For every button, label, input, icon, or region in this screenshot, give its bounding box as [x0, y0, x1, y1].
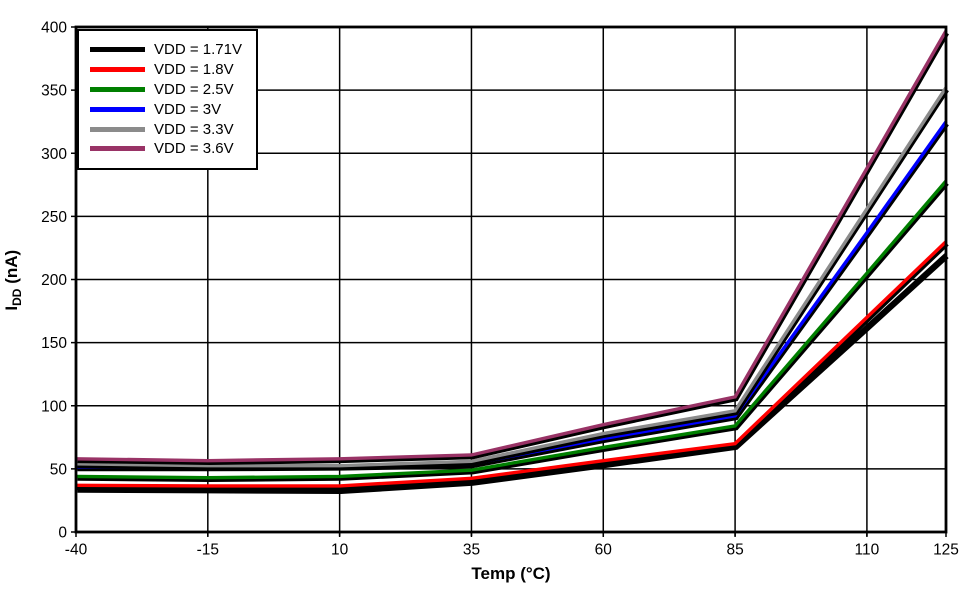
plot-border	[74, 25, 948, 534]
y-tick-label: 300	[41, 146, 67, 163]
legend-item: VDD = 3.6V	[90, 139, 244, 159]
legend-label: VDD = 1.71V	[154, 41, 242, 59]
series-shadow-vdd-2.5v	[77, 182, 949, 483]
legend-line-swatch	[90, 67, 145, 73]
x-tick-label: 85	[726, 541, 743, 558]
y-tick-label: 50	[50, 461, 68, 478]
y-tick-label: 400	[41, 20, 67, 37]
legend-label: VDD = 2.5V	[154, 80, 234, 98]
legend-line-swatch	[90, 126, 145, 132]
series-shadow-vdd-1.8v	[77, 242, 949, 491]
series-shadow-vdd-3.3v	[77, 89, 949, 471]
y-axis-title-base: I	[1, 305, 21, 311]
legend-item: VDD = 2.5V	[90, 80, 244, 100]
y-axis-title-unit: (nA)	[1, 249, 21, 289]
y-tick-label: 150	[41, 335, 67, 352]
legend-label: VDD = 3.6V	[154, 140, 234, 158]
legend-label: VDD = 1.8V	[154, 61, 234, 79]
legend-line-swatch	[90, 47, 145, 53]
series-line-vdd-2.5v	[75, 179, 948, 480]
legend-line-swatch	[90, 146, 145, 152]
legend: VDD = 1.71V VDD = 1.8V VDD = 2.5V VDD = 3V V…	[77, 29, 258, 170]
legend-item: VDD = 1.71V	[90, 40, 244, 60]
series-line-vdd-3.6v	[75, 29, 948, 463]
series-line-vdd-3.3v	[75, 86, 948, 468]
legend-line-swatch	[90, 106, 145, 112]
x-tick-label: -15	[197, 541, 219, 558]
x-tick-label: 110	[855, 541, 880, 558]
x-tick-label: -40	[65, 541, 88, 558]
x-tick-label: 10	[331, 541, 349, 558]
x-axis-title: Temp (°C)	[471, 564, 551, 583]
y-tick-label: 350	[41, 83, 67, 100]
series-shadow-vdd-1.71v	[77, 255, 949, 495]
series-shadow-vdd-3.6v	[77, 32, 949, 465]
y-tick-label: 200	[41, 272, 67, 289]
legend-item: VDD = 3.3V	[90, 119, 244, 139]
legend-label: VDD = 3.3V	[154, 120, 234, 138]
legend-label: VDD = 3V	[154, 100, 222, 118]
y-tick-label: 0	[58, 525, 67, 542]
y-tick-label: 100	[41, 398, 67, 415]
y-axis-title: IDD (nA)	[2, 180, 24, 380]
x-tick-label: 35	[463, 541, 480, 558]
series-line-vdd-1.8v	[75, 240, 948, 488]
legend-line-swatch	[90, 86, 145, 92]
y-axis-title-sub: DD	[10, 288, 25, 306]
legend-item: VDD = 1.8V	[90, 60, 244, 80]
x-tick-label: 125	[933, 541, 959, 558]
legend-item: VDD = 3V	[90, 99, 244, 119]
x-tick-label: 60	[595, 541, 613, 558]
y-tick-label: 250	[41, 209, 67, 226]
